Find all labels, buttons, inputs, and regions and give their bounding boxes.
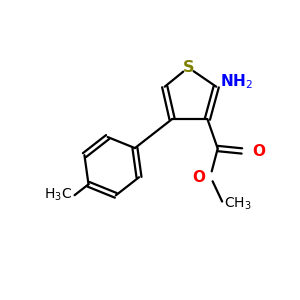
Text: CH$_3$: CH$_3$ (224, 196, 252, 212)
Text: O: O (192, 170, 205, 185)
Text: O: O (253, 144, 266, 159)
Text: H$_3$C: H$_3$C (44, 187, 72, 203)
Text: NH$_2$: NH$_2$ (220, 72, 253, 91)
Text: S: S (182, 60, 194, 75)
